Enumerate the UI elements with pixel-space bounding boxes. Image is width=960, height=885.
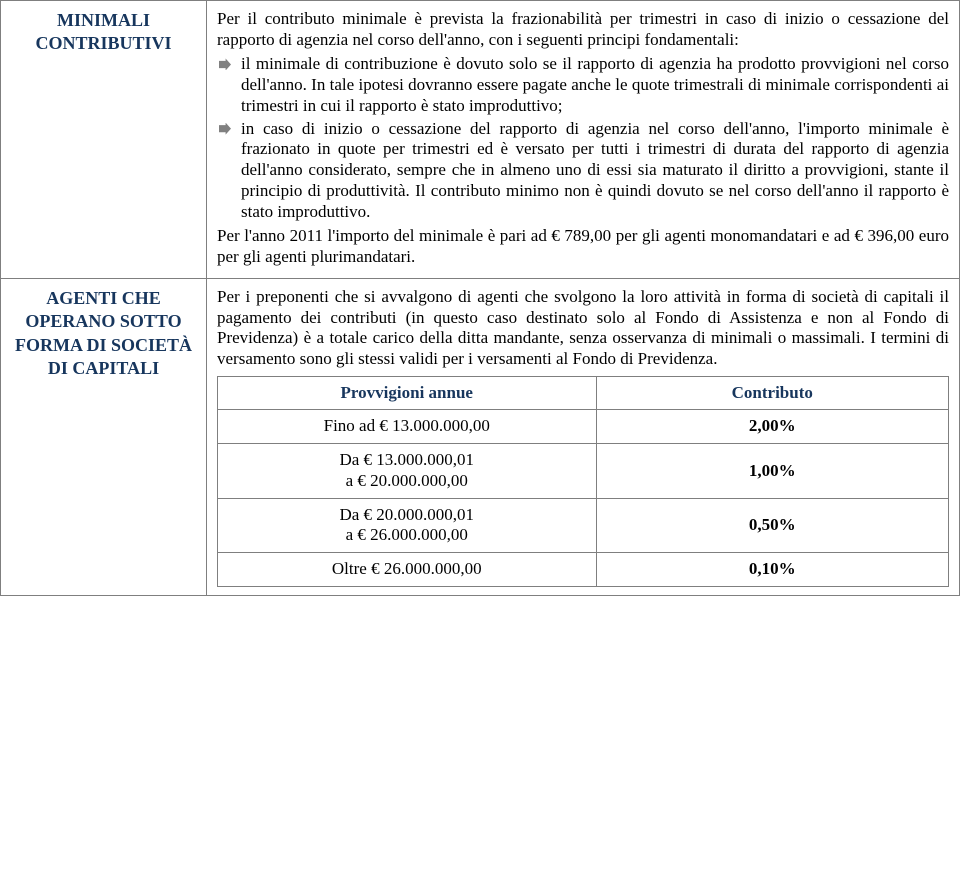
cell-provvigioni: Da € 13.000.000,01a € 20.000.000,00 bbox=[218, 444, 597, 498]
bullet-text: in caso di inizio o cessazione del rappo… bbox=[241, 119, 949, 221]
table-row: Da € 13.000.000,01a € 20.000.000,00 1,00… bbox=[218, 444, 949, 498]
cell-contributo: 1,00% bbox=[596, 444, 949, 498]
content-minimali: Per il contributo minimale è prevista la… bbox=[207, 1, 960, 279]
bullet-list: il minimale di contribuzione è dovuto so… bbox=[217, 54, 949, 222]
label-minimali-text: MINIMALI CONTRIBUTIVI bbox=[35, 10, 171, 53]
table-row: Da € 20.000.000,01a € 26.000.000,00 0,50… bbox=[218, 498, 949, 552]
bullet-item: il minimale di contribuzione è dovuto so… bbox=[217, 54, 949, 116]
table-row: Oltre € 26.000.000,00 0,10% bbox=[218, 553, 949, 587]
closing-paragraph: Per l'anno 2011 l'importo del minimale è… bbox=[217, 226, 949, 267]
content-agenti: Per i preponenti che si avvalgono di age… bbox=[207, 278, 960, 595]
table-row: Fino ad € 13.000.000,00 2,00% bbox=[218, 410, 949, 444]
label-minimali: MINIMALI CONTRIBUTIVI bbox=[1, 1, 207, 279]
cell-contributo: 2,00% bbox=[596, 410, 949, 444]
header-provvigioni: Provvigioni annue bbox=[218, 376, 597, 410]
label-agenti: AGENTI CHE OPERANO SOTTO FORMA DI SOCIET… bbox=[1, 278, 207, 595]
header-contributo: Contributo bbox=[596, 376, 949, 410]
cell-provvigioni: Oltre € 26.000.000,00 bbox=[218, 553, 597, 587]
cell-contributo: 0,50% bbox=[596, 498, 949, 552]
bullet-text: il minimale di contribuzione è dovuto so… bbox=[241, 54, 949, 114]
document-table: MINIMALI CONTRIBUTIVI Per il contributo … bbox=[0, 0, 960, 596]
row-minimali: MINIMALI CONTRIBUTIVI Per il contributo … bbox=[1, 1, 960, 279]
intro-paragraph: Per il contributo minimale è prevista la… bbox=[217, 9, 949, 50]
cell-provvigioni: Fino ad € 13.000.000,00 bbox=[218, 410, 597, 444]
label-agenti-text: AGENTI CHE OPERANO SOTTO FORMA DI SOCIET… bbox=[15, 288, 192, 378]
intro-agenti-paragraph: Per i preponenti che si avvalgono di age… bbox=[217, 287, 949, 370]
cell-contributo: 0,10% bbox=[596, 553, 949, 587]
cell-provvigioni: Da € 20.000.000,01a € 26.000.000,00 bbox=[218, 498, 597, 552]
contributo-table: Provvigioni annue Contributo Fino ad € 1… bbox=[217, 376, 949, 587]
bullet-item: in caso di inizio o cessazione del rappo… bbox=[217, 119, 949, 223]
row-agenti: AGENTI CHE OPERANO SOTTO FORMA DI SOCIET… bbox=[1, 278, 960, 595]
table-header-row: Provvigioni annue Contributo bbox=[218, 376, 949, 410]
